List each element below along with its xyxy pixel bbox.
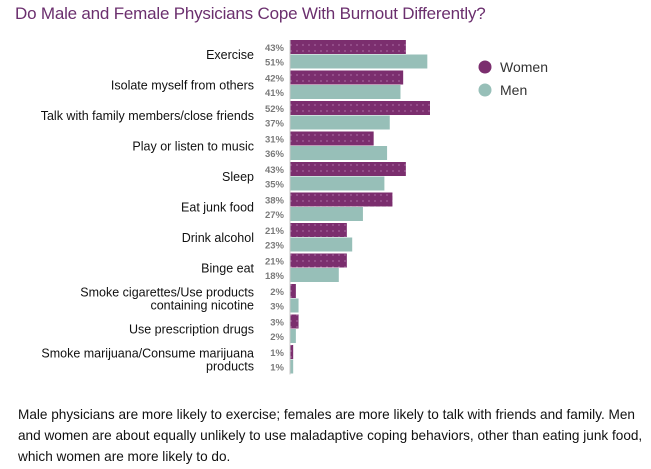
legend-swatch-women (478, 60, 492, 74)
value-label: 42% (265, 73, 285, 84)
caption-text: Male physicians are more likely to exerc… (18, 407, 643, 464)
bar-women (290, 162, 406, 176)
bar-women (290, 345, 294, 359)
bar-men (290, 146, 388, 160)
bar-women (290, 70, 404, 85)
bar-women (290, 192, 393, 207)
value-label: 1% (270, 362, 284, 373)
value-label: 27% (265, 210, 285, 221)
value-label: 41% (265, 88, 285, 99)
bar-men (290, 329, 296, 343)
category-label: Sleep (222, 170, 254, 184)
category-label: Isolate myself from others (111, 79, 254, 93)
bar-men (290, 85, 401, 99)
value-label: 37% (265, 118, 285, 129)
category-label: Eat junk food (181, 201, 254, 215)
bar-men (290, 268, 339, 282)
value-label: 18% (265, 271, 285, 282)
value-label: 43% (265, 165, 285, 176)
value-label: 23% (265, 240, 285, 251)
value-label: 21% (265, 226, 285, 237)
bars (290, 40, 430, 374)
value-label: 2% (270, 332, 284, 343)
legend-swatch-men (478, 83, 492, 97)
category-label: Talk with family members/close friends (41, 109, 254, 123)
bar-men (290, 176, 385, 191)
category-label: Smoke marijuana/Consume marijuana product… (41, 347, 254, 374)
bar-women (290, 284, 296, 298)
bar-women (290, 314, 299, 329)
value-label: 3% (270, 317, 284, 328)
value-label: 51% (265, 57, 285, 68)
bar-men (290, 54, 428, 69)
category-label: Drink alcohol (182, 231, 254, 245)
value-labels: 43% 51% 42% 41% 52% 37% 31% 36% 43% 35% 38% 27% 21% 2… (265, 43, 285, 374)
value-label: 38% (265, 195, 285, 206)
bar-chart: Exercise Isolate myself from others Talk w… (41, 40, 548, 375)
category-labels: Exercise Isolate myself from others Talk w… (41, 48, 255, 374)
value-label: 35% (265, 179, 285, 190)
bar-women (290, 253, 347, 268)
category-label: Use prescription drugs (129, 323, 254, 337)
legend-label-women: Women (500, 59, 548, 75)
category-label: Play or listen to music (132, 140, 254, 154)
value-label: 1% (270, 348, 284, 359)
legend: Women Men (478, 59, 548, 98)
bar-women (290, 223, 347, 237)
value-label: 36% (265, 149, 285, 160)
chart-title: Do Male and Female Physicians Cope With … (15, 4, 486, 23)
value-label: 21% (265, 256, 285, 267)
legend-label-men: Men (500, 82, 527, 98)
category-label: Binge eat (201, 262, 254, 276)
bar-men (290, 207, 363, 221)
value-label: 52% (265, 104, 285, 115)
bar-men (290, 115, 390, 130)
bar-women (290, 40, 406, 54)
bar-men (290, 237, 353, 252)
value-label: 31% (265, 134, 285, 145)
category-label: Smoke cigarettes/Use products containing … (80, 286, 254, 313)
category-label: Exercise (206, 48, 254, 62)
value-label: 43% (265, 43, 285, 54)
bar-men (290, 298, 299, 313)
bar-women (290, 101, 430, 115)
bar-women (290, 131, 374, 146)
value-label: 2% (270, 287, 284, 298)
bar-men (290, 359, 294, 374)
value-label: 3% (270, 301, 284, 312)
